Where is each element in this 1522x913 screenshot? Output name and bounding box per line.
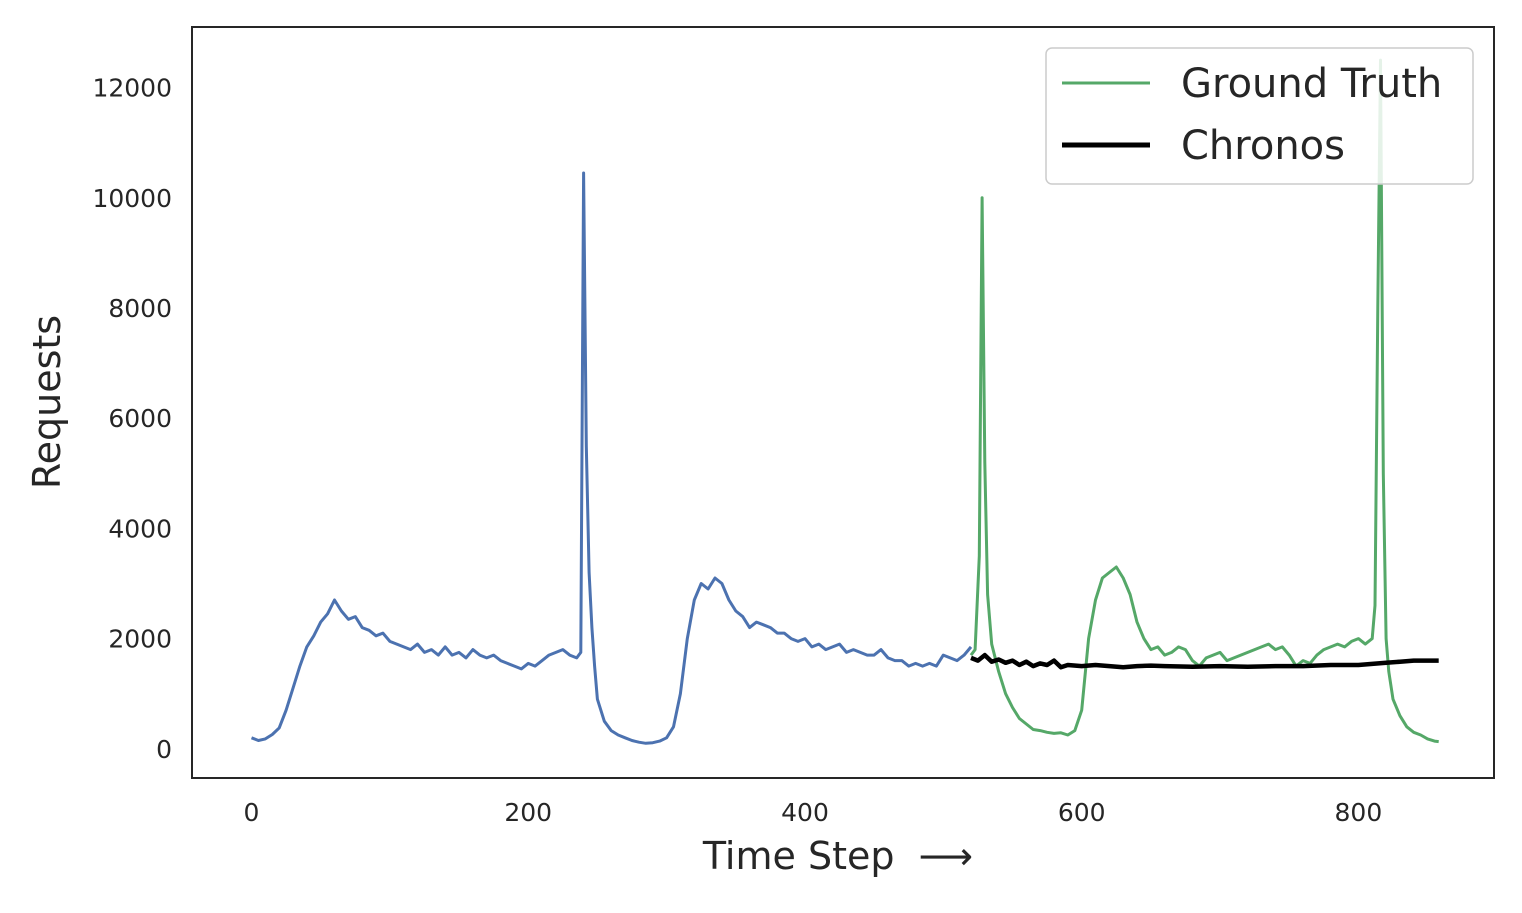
y-tick-label: 0 bbox=[156, 735, 172, 764]
y-tick-label: 4000 bbox=[108, 514, 172, 543]
legend-label-ground-truth: Ground Truth bbox=[1181, 61, 1442, 107]
x-tick-label: 400 bbox=[781, 798, 829, 827]
x-axis-title: Time Step ⟶ bbox=[702, 834, 973, 878]
y-axis: 0 2000 4000 6000 8000 10000 12000 bbox=[92, 74, 172, 764]
legend: Ground Truth Chronos bbox=[1045, 47, 1474, 185]
x-tick-label: 800 bbox=[1335, 798, 1383, 827]
y-tick-label: 12000 bbox=[92, 74, 172, 103]
series-line-context bbox=[250, 171, 973, 745]
x-tick-label: 600 bbox=[1058, 798, 1106, 827]
x-tick-label: 200 bbox=[504, 798, 552, 827]
legend-label-chronos: Chronos bbox=[1181, 123, 1345, 169]
x-tick-label: 0 bbox=[244, 798, 260, 827]
y-tick-label: 10000 bbox=[92, 184, 172, 213]
legend-box bbox=[1045, 47, 1474, 185]
plot-frame bbox=[191, 26, 1495, 779]
x-axis: 0 200 400 600 800 bbox=[244, 798, 1383, 827]
y-tick-label: 8000 bbox=[108, 294, 172, 323]
series-line-ground-truth bbox=[969, 58, 1439, 744]
series-line-chronos bbox=[970, 652, 1439, 670]
y-tick-label: 2000 bbox=[108, 625, 172, 654]
y-tick-label: 6000 bbox=[108, 404, 172, 433]
series-layer bbox=[250, 58, 1439, 745]
y-axis-title: Requests bbox=[25, 315, 69, 489]
